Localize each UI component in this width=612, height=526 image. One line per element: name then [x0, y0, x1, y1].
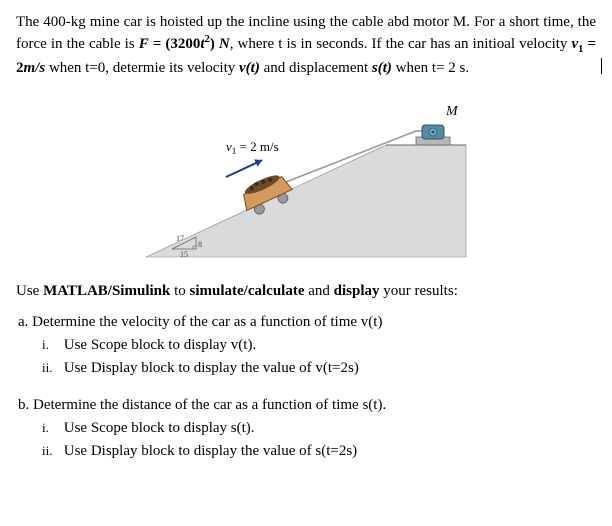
force-var: F — [139, 36, 149, 52]
part-b-ii: ii. Use Display block to display the val… — [42, 441, 596, 462]
text: = (3200 — [153, 36, 201, 52]
roman: ii. — [42, 442, 60, 460]
text: ) — [210, 36, 219, 52]
tri-hyp: 17 — [176, 234, 184, 243]
text: when t= 2 s. — [392, 60, 469, 76]
part-b-label: b. Determine the distance of the car as … — [18, 397, 386, 413]
vt: v(t) — [239, 60, 260, 76]
instruction-line: Use MATLAB/Simulink to simulate/calculat… — [16, 281, 596, 302]
text: your results: — [380, 283, 458, 299]
text: Use Display block to display the value o… — [64, 443, 357, 459]
text: and — [305, 283, 334, 299]
display: display — [334, 283, 380, 299]
action: simulate/calculate — [190, 283, 305, 299]
part-a-ii: ii. Use Display block to display the val… — [42, 358, 596, 379]
text: Use Display block to display the value o… — [64, 360, 359, 376]
roman: ii. — [42, 359, 60, 377]
roman: i. — [42, 336, 60, 354]
part-b: b. Determine the distance of the car as … — [18, 395, 596, 462]
tri-adj: 15 — [180, 250, 188, 259]
motor-label: M — [445, 104, 459, 119]
part-a-i: i. Use Scope block to display v(t). — [42, 335, 596, 356]
text: Use — [16, 283, 43, 299]
text: Use Scope block to display s(t). — [64, 420, 255, 436]
diagram-container: M v1 = 2 m/s — [16, 87, 596, 267]
incline-diagram: M v1 = 2 m/s — [126, 87, 486, 267]
tool: MATLAB/Simulink — [43, 283, 170, 299]
part-a-label: a. Determine the velocity of the car as … — [18, 314, 382, 330]
mps: m/s — [24, 60, 46, 76]
tri-opp: 8 — [198, 240, 202, 249]
text: to — [170, 283, 189, 299]
part-a: a. Determine the velocity of the car as … — [18, 312, 596, 379]
part-b-i: i. Use Scope block to display s(t). — [42, 418, 596, 439]
text: and displacement — [260, 60, 372, 76]
v1-label: v1 = 2 m/s — [226, 139, 279, 156]
text: when t=0, determie its velocity — [45, 60, 239, 76]
text: , where t is in seconds. If the car has … — [230, 36, 572, 52]
unit: N — [219, 36, 230, 52]
v1-sub: 1 — [578, 44, 583, 55]
problem-statement: The 400-kg mine car is hoisted up the in… — [16, 12, 596, 79]
text: Use Scope block to display v(t). — [64, 337, 256, 353]
text-cursor — [601, 58, 602, 74]
roman: i. — [42, 419, 60, 437]
st: s(t) — [372, 60, 392, 76]
